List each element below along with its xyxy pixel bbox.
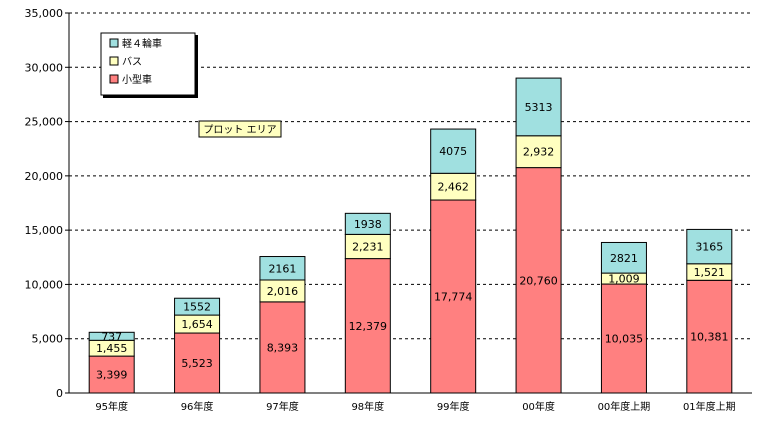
x-tick-label: 99年度 (437, 400, 470, 413)
y-tick-label: 5,000 (32, 333, 64, 346)
legend-frame-shadow-right (195, 35, 198, 97)
bar-segment (174, 297, 221, 316)
y-tick-label: 30,000 (25, 61, 64, 74)
legend-label: 小型車 (122, 73, 152, 86)
data-label: 5,523 (181, 357, 213, 370)
y-tick-label: 20,000 (25, 170, 64, 183)
x-tick-label: 97年度 (266, 400, 299, 413)
plot-area-annotation: プロット エリア (198, 120, 282, 138)
data-label: 1938 (354, 218, 382, 231)
y-tick-label: 25,000 (25, 116, 64, 129)
bar-segment (515, 77, 562, 137)
data-label: 737 (101, 330, 122, 343)
x-tick-label: 00年度 (522, 400, 555, 413)
data-label: 1,009 (608, 273, 640, 286)
x-tick-label: 95年度 (95, 400, 128, 413)
data-label: 20,760 (519, 274, 558, 287)
bar-segment (430, 172, 477, 201)
bar-segment (686, 228, 733, 265)
y-tick-label: 15,000 (25, 224, 64, 237)
data-label: 1552 (183, 301, 211, 314)
legend-label: 軽４輪車 (122, 37, 162, 50)
bar-segment (430, 128, 477, 174)
data-label: 3,399 (96, 369, 128, 382)
data-label: 8,393 (267, 341, 299, 354)
data-label: 2161 (268, 262, 296, 275)
data-label: 2,016 (267, 285, 299, 298)
y-tick-label: 10,000 (25, 278, 64, 291)
data-label: 10,381 (690, 331, 729, 344)
bar-segment (259, 301, 306, 394)
plot-area-annotation-box (198, 120, 282, 138)
plot-area-annotation-text: プロット エリア (203, 124, 276, 136)
data-label: 1,654 (181, 318, 213, 331)
x-tick-label: 96年度 (181, 400, 214, 413)
legend-swatch (109, 56, 119, 66)
x-tick-label: 01年度上期 (683, 400, 736, 413)
data-label: 3165 (695, 241, 723, 254)
data-label: 1,521 (694, 266, 726, 279)
data-label: 2,462 (437, 181, 469, 194)
y-tick-label: 35,000 (25, 7, 64, 20)
y-tick-label: 0 (56, 387, 63, 400)
bar-segment (430, 199, 477, 394)
data-label: 5313 (525, 101, 553, 114)
legend-swatch (109, 74, 119, 84)
data-label: 10,035 (605, 333, 644, 346)
legend-frame-shadow-bottom (103, 95, 198, 98)
bar-segment (259, 256, 306, 281)
bar-segment (600, 241, 647, 274)
bar-segment (344, 212, 391, 235)
legend-swatch (109, 38, 119, 48)
data-label: 12,379 (349, 320, 388, 333)
data-label: 4075 (439, 145, 467, 158)
y-axis: 0 5,000 10,000 15,000 20,000 25,000 30,000 35,0… (25, 7, 70, 400)
data-label: 2,932 (523, 146, 555, 159)
bar-segment (686, 279, 733, 394)
bar-segment (88, 331, 135, 341)
bar-segment (600, 283, 647, 394)
legend-label: バス (122, 56, 142, 68)
data-label: 17,774 (434, 291, 473, 304)
bar-segment (515, 135, 562, 169)
bar-segment (515, 167, 562, 394)
x-tick-label: 00年度上期 (598, 400, 651, 413)
x-axis: 95年度 96年度 97年度 98年度 99年度 00年度 00年度上期 01年度上期 (69, 392, 752, 413)
data-label: 2,231 (352, 240, 384, 253)
data-label: 2821 (610, 252, 638, 265)
data-label: 1,455 (96, 342, 128, 355)
bar-segment (344, 258, 391, 394)
x-tick-label: 98年度 (351, 400, 384, 413)
